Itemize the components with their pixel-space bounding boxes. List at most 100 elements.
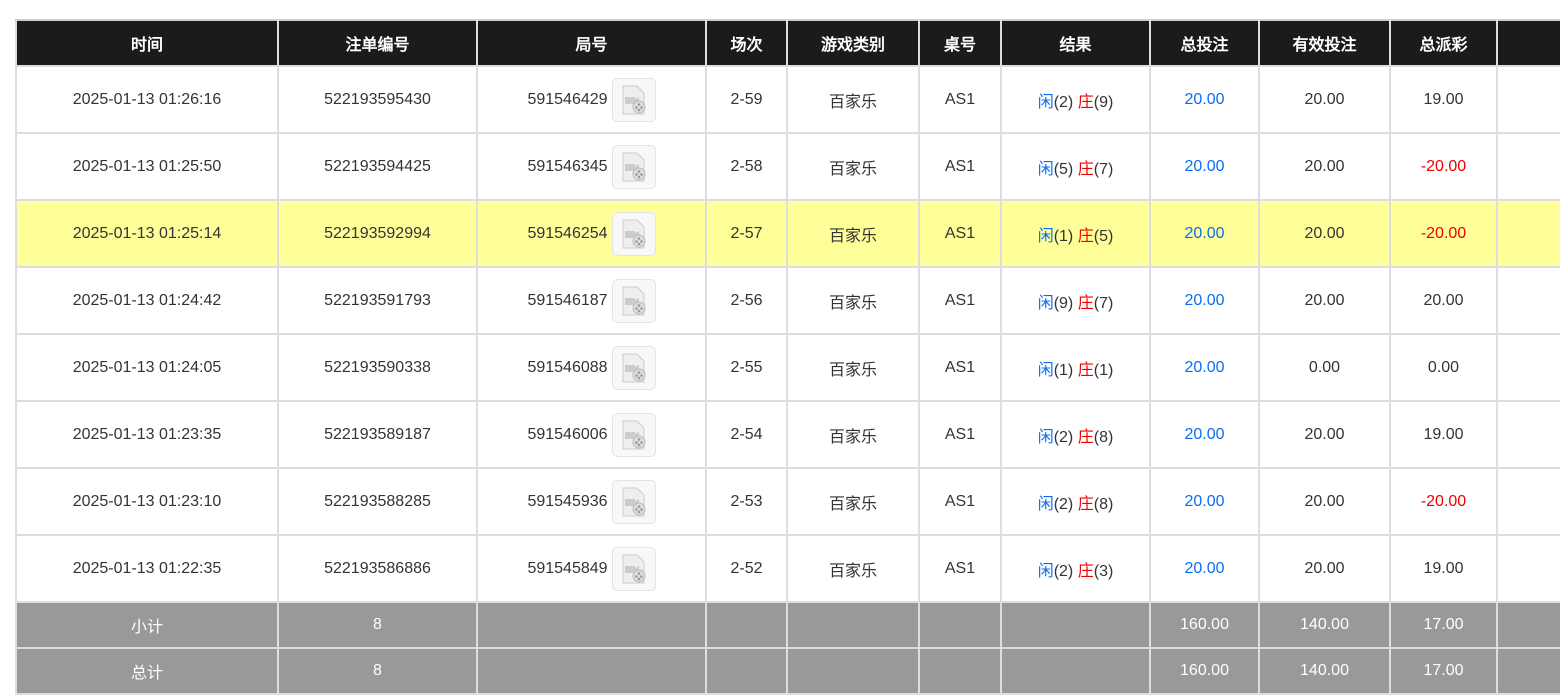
game-type: 百家乐	[786, 132, 920, 201]
shoe: 2-53	[705, 467, 788, 536]
shoe: 2-54	[705, 400, 788, 469]
empty-cell	[1496, 534, 1560, 603]
shoe: 2-56	[705, 266, 788, 335]
banker-label: 庄	[1077, 495, 1094, 513]
summary-count: 8	[277, 647, 478, 695]
game-type: 百家乐	[786, 467, 920, 536]
player-score: (5)	[1053, 160, 1074, 178]
table-number: AS1	[918, 132, 1002, 201]
bet-time: 2025-01-13 01:25:50	[15, 132, 279, 201]
game-type: 百家乐	[786, 65, 920, 134]
payout: -20.00	[1389, 199, 1498, 268]
game-type: 百家乐	[786, 534, 920, 603]
total-bet: 20.00	[1149, 132, 1260, 201]
bet-number: 522193590338	[277, 333, 478, 402]
table-number: AS1	[918, 266, 1002, 335]
payout: 20.00	[1389, 266, 1498, 335]
column-header: 时间	[15, 19, 279, 67]
video-file-icon[interactable]	[611, 412, 656, 457]
player-label: 闲	[1037, 93, 1054, 111]
column-header: 结果	[1000, 19, 1151, 67]
bet-number: 522193588285	[277, 467, 478, 536]
table-row: 2025-01-13 01:22:35 522193586886 5915458…	[15, 534, 1560, 603]
column-header: 桌号	[918, 19, 1002, 67]
result: 闲(1) 庄(5)	[1000, 199, 1151, 268]
round-number: 591546187	[527, 291, 608, 309]
game-type: 百家乐	[786, 333, 920, 402]
round-number: 591546006	[527, 425, 608, 443]
round-cell: 591546088	[476, 333, 707, 402]
summary-total-bet: 160.00	[1149, 647, 1260, 695]
round-number: 591546429	[527, 90, 608, 108]
result: 闲(2) 庄(3)	[1000, 534, 1151, 603]
result: 闲(2) 庄(8)	[1000, 400, 1151, 469]
total-bet: 20.00	[1149, 266, 1260, 335]
total-bet: 20.00	[1149, 65, 1260, 134]
table-row: 2025-01-13 01:25:50 522193594425 5915463…	[15, 132, 1560, 201]
video-file-icon[interactable]	[611, 144, 656, 189]
summary-payout: 17.00	[1389, 647, 1498, 695]
banker-label: 庄	[1077, 227, 1094, 245]
bet-time: 2025-01-13 01:23:35	[15, 400, 279, 469]
valid-bet: 20.00	[1258, 467, 1391, 536]
banker-label: 庄	[1077, 428, 1094, 446]
banker-label: 庄	[1077, 93, 1094, 111]
round-number: 591546088	[527, 358, 608, 376]
valid-bet: 20.00	[1258, 534, 1391, 603]
video-file-icon[interactable]	[611, 546, 656, 591]
shoe: 2-59	[705, 65, 788, 134]
banker-score: (1)	[1093, 361, 1114, 379]
banker-score: (3)	[1093, 562, 1114, 580]
result: 闲(1) 庄(1)	[1000, 333, 1151, 402]
bet-time: 2025-01-13 01:24:42	[15, 266, 279, 335]
player-score: (1)	[1053, 361, 1074, 379]
video-file-icon[interactable]	[611, 211, 656, 256]
banker-score: (8)	[1093, 428, 1114, 446]
valid-bet: 20.00	[1258, 132, 1391, 201]
table-number: AS1	[918, 333, 1002, 402]
table-row: 2025-01-13 01:24:05 522193590338 5915460…	[15, 333, 1560, 402]
summary-row: 总计 8 160.00 140.00 17.00	[15, 647, 1560, 695]
video-file-icon[interactable]	[611, 278, 656, 323]
bet-number: 522193586886	[277, 534, 478, 603]
banker-label: 庄	[1077, 361, 1094, 379]
video-file-icon[interactable]	[611, 77, 656, 122]
player-score: (1)	[1053, 227, 1074, 245]
banker-label: 庄	[1077, 160, 1094, 178]
valid-bet: 20.00	[1258, 65, 1391, 134]
bet-records-table: 时间 注单编号 局号 场次 游戏类别 桌号 结果 总投注 有效投注 总派彩 2025-01-13 …	[15, 19, 1560, 695]
player-label: 闲	[1037, 495, 1054, 513]
game-type: 百家乐	[786, 266, 920, 335]
round-cell: 591545936	[476, 467, 707, 536]
total-bet: 20.00	[1149, 199, 1260, 268]
round-number: 591546254	[527, 224, 608, 242]
result: 闲(2) 庄(9)	[1000, 65, 1151, 134]
player-label: 闲	[1037, 294, 1054, 312]
game-type: 百家乐	[786, 199, 920, 268]
video-file-icon[interactable]	[611, 479, 656, 524]
column-header: 有效投注	[1258, 19, 1391, 67]
valid-bet: 20.00	[1258, 266, 1391, 335]
player-score: (2)	[1053, 562, 1074, 580]
table-row: 2025-01-13 01:24:42 522193591793 5915461…	[15, 266, 1560, 335]
banker-label: 庄	[1077, 562, 1094, 580]
round-cell: 591546187	[476, 266, 707, 335]
result: 闲(5) 庄(7)	[1000, 132, 1151, 201]
column-header: 场次	[705, 19, 788, 67]
summary-row: 小计 8 160.00 140.00 17.00	[15, 601, 1560, 649]
column-header: 总派彩	[1389, 19, 1498, 67]
player-score: (9)	[1053, 294, 1074, 312]
bet-time: 2025-01-13 01:23:10	[15, 467, 279, 536]
empty-cell	[1496, 132, 1560, 201]
round-number: 591545849	[527, 559, 608, 577]
bet-time: 2025-01-13 01:25:14	[15, 199, 279, 268]
payout: 0.00	[1389, 333, 1498, 402]
total-bet: 20.00	[1149, 467, 1260, 536]
round-cell: 591545849	[476, 534, 707, 603]
video-file-icon[interactable]	[611, 345, 656, 390]
table-header: 时间 注单编号 局号 场次 游戏类别 桌号 结果 总投注 有效投注 总派彩	[15, 19, 1560, 67]
banker-score: (8)	[1093, 495, 1114, 513]
empty-cell	[1496, 65, 1560, 134]
valid-bet: 0.00	[1258, 333, 1391, 402]
shoe: 2-57	[705, 199, 788, 268]
